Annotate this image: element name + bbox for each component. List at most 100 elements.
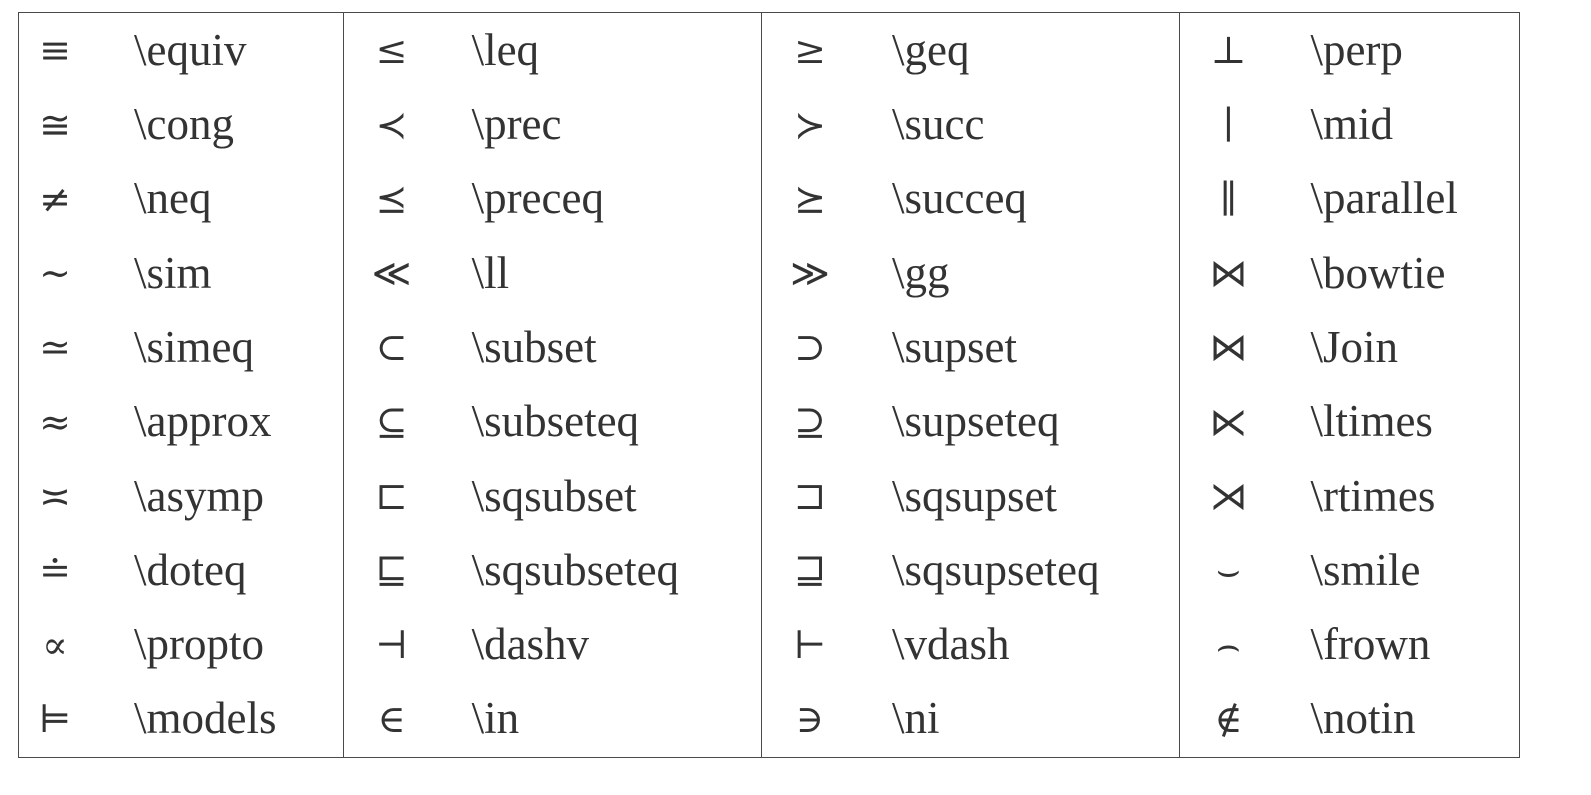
symbol-row: ∉ \notin (1180, 682, 1519, 757)
math-symbol: ≅ (39, 102, 71, 147)
math-symbol: ⊢ (793, 622, 827, 667)
latex-command: \subset (471, 321, 597, 372)
symbol-row: ≅ \cong (19, 87, 343, 162)
latex-command: \smile (1310, 544, 1421, 595)
latex-command: \ll (471, 247, 510, 298)
math-symbol: ⋈ (1209, 251, 1248, 296)
math-symbol: ≺ (375, 102, 408, 147)
math-symbol: ≪ (371, 251, 412, 296)
math-symbol: ≥ (794, 28, 826, 73)
symbol-row: ⊑ \sqsubseteq (344, 533, 761, 608)
symbol-row: ∋ \ni (762, 682, 1179, 757)
math-symbol: ⊥ (1210, 28, 1247, 73)
latex-command: \supset (892, 321, 1018, 372)
symbol-row: ∝ \propto (19, 607, 343, 682)
symbol-row: ∼ \sim (19, 236, 343, 311)
symbol-row: ≍ \asymp (19, 459, 343, 534)
symbol-row: ⌢ \frown (1180, 607, 1519, 682)
latex-command: \sqsubset (471, 470, 637, 521)
math-symbol: ∝ (42, 622, 68, 667)
latex-command: \bowtie (1310, 247, 1446, 298)
symbol-column: ⊥ \perp ∣ \mid ∥ \parallel ⋈ \bowtie ⋈ \Join ⋉ \lti… (1179, 13, 1519, 757)
latex-command: \asymp (134, 470, 264, 521)
symbol-row: ≥ \geq (762, 13, 1179, 88)
symbol-row: ⊒ \sqsupseteq (762, 533, 1179, 608)
math-symbol: ∈ (377, 696, 406, 741)
latex-command: \sqsupseteq (892, 544, 1100, 595)
latex-command: \preceq (471, 173, 604, 224)
latex-command: \notin (1310, 693, 1416, 744)
symbol-row: ⪯ \preceq (344, 162, 761, 237)
latex-command: \sim (134, 247, 212, 298)
latex-command: \ni (892, 693, 940, 744)
latex-command: \subseteq (471, 396, 640, 447)
latex-command: \models (134, 693, 277, 744)
math-symbol: ≠ (39, 176, 71, 221)
latex-command: \Join (1310, 321, 1398, 372)
math-symbol: ⪯ (375, 176, 408, 221)
symbol-row: ≻ \succ (762, 87, 1179, 162)
latex-command: \perp (1310, 24, 1403, 75)
symbol-row: ⋈ \bowtie (1180, 236, 1519, 311)
symbol-column: ≡ \equiv ≅ \cong ≠ \neq ∼ \sim ≃ \simeq ≈ \approx ≍ \… (19, 13, 343, 757)
math-symbol: ≡ (39, 28, 71, 73)
symbol-column: ≥ \geq ≻ \succ ⪰ \succeq ≫ \gg ⊃ \supset ⊇ \supsete… (761, 13, 1179, 757)
symbol-row: ≪ \ll (344, 236, 761, 311)
symbol-row: ⪰ \succeq (762, 162, 1179, 237)
symbol-row: ⊨ \models (19, 682, 343, 757)
latex-command: \sqsupset (892, 470, 1058, 521)
symbol-row: ⋊ \rtimes (1180, 459, 1519, 534)
symbol-row: ⊆ \subseteq (344, 385, 761, 460)
symbol-row: ⋈ \Join (1180, 310, 1519, 385)
symbol-row: ⊇ \supseteq (762, 385, 1179, 460)
math-symbol: ⊂ (375, 325, 408, 370)
latex-command: \succ (892, 99, 985, 150)
math-symbol: ⪰ (794, 176, 826, 221)
latex-command: \in (471, 693, 520, 744)
math-symbol: ∥ (1219, 176, 1238, 221)
symbol-row: ⊃ \supset (762, 310, 1179, 385)
math-symbol: ≃ (39, 325, 71, 370)
symbol-row: ∥ \parallel (1180, 162, 1519, 237)
latex-command: \mid (1310, 99, 1393, 150)
latex-command: \rtimes (1310, 470, 1436, 521)
latex-command: \doteq (134, 544, 247, 595)
symbol-table: ≡ \equiv ≅ \cong ≠ \neq ∼ \sim ≃ \simeq ≈ \approx ≍ \… (18, 12, 1520, 758)
latex-command: \frown (1310, 619, 1431, 670)
latex-command: \succeq (892, 173, 1027, 224)
math-symbol: ⊑ (375, 548, 408, 593)
latex-command: \neq (134, 173, 212, 224)
math-symbol: ⊆ (375, 399, 408, 444)
symbol-row: ⊐ \sqsupset (762, 459, 1179, 534)
math-symbol: ≈ (39, 399, 71, 444)
math-symbol: ≍ (39, 474, 71, 519)
symbol-row: ⋉ \ltimes (1180, 385, 1519, 460)
symbol-row: ∣ \mid (1180, 87, 1519, 162)
math-symbol: ∉ (1214, 696, 1243, 741)
math-symbol: ⌢ (1215, 622, 1241, 667)
symbol-row: ⊥ \perp (1180, 13, 1519, 88)
math-symbol: ⊏ (375, 474, 408, 519)
math-symbol: ⋈ (1209, 325, 1248, 370)
math-symbol: ∣ (1222, 102, 1234, 147)
latex-command: \parallel (1310, 173, 1458, 224)
latex-command: \equiv (134, 24, 247, 75)
math-symbol: ⊣ (375, 622, 408, 667)
latex-command: \dashv (471, 619, 590, 670)
symbol-row: ≺ \prec (344, 87, 761, 162)
math-symbol: ≤ (375, 28, 408, 73)
symbol-row: ∈ \in (344, 682, 761, 757)
math-symbol: ≐ (39, 548, 71, 593)
math-symbol: ∼ (39, 251, 71, 296)
latex-command: \leq (471, 24, 540, 75)
math-symbol: ⌣ (1215, 548, 1241, 593)
latex-command: \geq (892, 24, 970, 75)
symbol-column: ≤ \leq ≺ \prec ⪯ \preceq ≪ \ll ⊂ \subset ⊆ \subsete… (342, 13, 761, 757)
symbol-row: ≠ \neq (19, 162, 343, 237)
symbol-row: ⊏ \sqsubset (344, 459, 761, 534)
latex-command: \simeq (134, 321, 254, 372)
latex-command: \cong (134, 99, 234, 150)
math-symbol: ⊒ (793, 548, 827, 593)
math-symbol: ⊃ (794, 325, 826, 370)
symbol-row: ≡ \equiv (19, 13, 343, 88)
